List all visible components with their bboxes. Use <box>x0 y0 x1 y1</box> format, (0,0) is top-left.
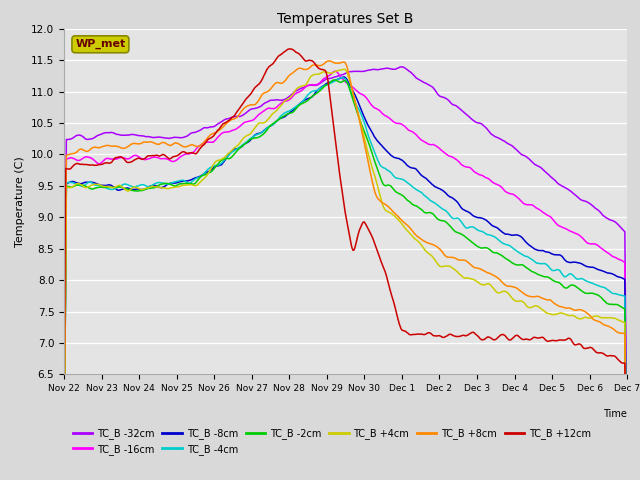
TC_B -8cm <box>186 178 193 183</box>
TC_B -2cm <box>431 214 439 219</box>
Y-axis label: Temperature (C): Temperature (C) <box>15 156 26 247</box>
TC_B +8cm <box>326 58 333 64</box>
Line: TC_B -8cm: TC_B -8cm <box>64 77 627 480</box>
TC_B +4cm <box>215 157 223 163</box>
Text: Time: Time <box>604 409 627 419</box>
TC_B -4cm <box>338 75 346 81</box>
TC_B +12cm <box>60 411 68 417</box>
Line: TC_B -16cm: TC_B -16cm <box>64 71 627 480</box>
TC_B -16cm <box>70 156 78 162</box>
TC_B -8cm <box>431 184 439 190</box>
TC_B -32cm <box>215 120 223 126</box>
TC_B +12cm <box>287 46 295 52</box>
TC_B -8cm <box>128 187 136 192</box>
TC_B -8cm <box>340 74 348 80</box>
TC_B -2cm <box>70 183 78 189</box>
TC_B -4cm <box>215 162 223 168</box>
TC_B +8cm <box>70 151 78 156</box>
TC_B +8cm <box>60 467 68 472</box>
TC_B +4cm <box>415 239 422 245</box>
TC_B -32cm <box>397 64 404 70</box>
TC_B -8cm <box>215 163 223 168</box>
TC_B -16cm <box>332 68 340 74</box>
Line: TC_B +8cm: TC_B +8cm <box>64 61 627 480</box>
Line: TC_B -4cm: TC_B -4cm <box>64 78 627 480</box>
TC_B +8cm <box>186 143 193 148</box>
TC_B -32cm <box>186 132 193 137</box>
Legend: TC_B -32cm, TC_B -16cm, TC_B -8cm, TC_B -4cm, TC_B -2cm, TC_B +4cm, TC_B +8cm, T: TC_B -32cm, TC_B -16cm, TC_B -8cm, TC_B … <box>69 424 595 459</box>
TC_B +12cm <box>215 126 223 132</box>
TC_B +12cm <box>415 331 422 337</box>
TC_B -16cm <box>415 135 422 141</box>
TC_B +12cm <box>70 162 78 168</box>
TC_B -32cm <box>415 77 422 83</box>
TC_B +12cm <box>186 150 193 156</box>
TC_B -16cm <box>128 154 136 160</box>
TC_B +8cm <box>415 235 422 240</box>
Text: WP_met: WP_met <box>76 39 125 49</box>
TC_B -8cm <box>70 179 78 185</box>
Line: TC_B -2cm: TC_B -2cm <box>64 80 627 480</box>
TC_B -32cm <box>431 88 439 94</box>
Title: Temperatures Set B: Temperatures Set B <box>277 12 414 26</box>
TC_B -32cm <box>60 458 68 464</box>
TC_B +8cm <box>431 243 439 249</box>
TC_B -16cm <box>60 468 68 474</box>
TC_B -32cm <box>128 132 136 137</box>
TC_B +4cm <box>70 183 78 189</box>
TC_B -4cm <box>186 180 193 186</box>
TC_B -8cm <box>415 169 422 175</box>
TC_B +4cm <box>128 185 136 191</box>
TC_B -4cm <box>415 188 422 194</box>
TC_B -16cm <box>215 133 223 139</box>
TC_B +8cm <box>215 128 223 133</box>
TC_B -2cm <box>215 160 223 166</box>
TC_B -2cm <box>128 188 136 193</box>
TC_B -4cm <box>70 180 78 186</box>
TC_B -4cm <box>431 201 439 206</box>
TC_B -16cm <box>186 151 193 157</box>
TC_B +4cm <box>186 182 193 188</box>
TC_B +12cm <box>128 159 136 165</box>
TC_B +12cm <box>431 333 439 339</box>
TC_B -16cm <box>431 143 439 148</box>
TC_B -2cm <box>415 205 422 211</box>
TC_B -2cm <box>331 77 339 83</box>
Line: TC_B -32cm: TC_B -32cm <box>64 67 627 480</box>
Line: TC_B +12cm: TC_B +12cm <box>64 49 627 480</box>
TC_B +8cm <box>128 141 136 147</box>
TC_B -32cm <box>70 134 78 140</box>
TC_B +4cm <box>340 66 348 72</box>
TC_B -4cm <box>128 184 136 190</box>
TC_B -2cm <box>186 180 193 186</box>
TC_B +4cm <box>431 258 439 264</box>
Line: TC_B +4cm: TC_B +4cm <box>64 69 627 480</box>
